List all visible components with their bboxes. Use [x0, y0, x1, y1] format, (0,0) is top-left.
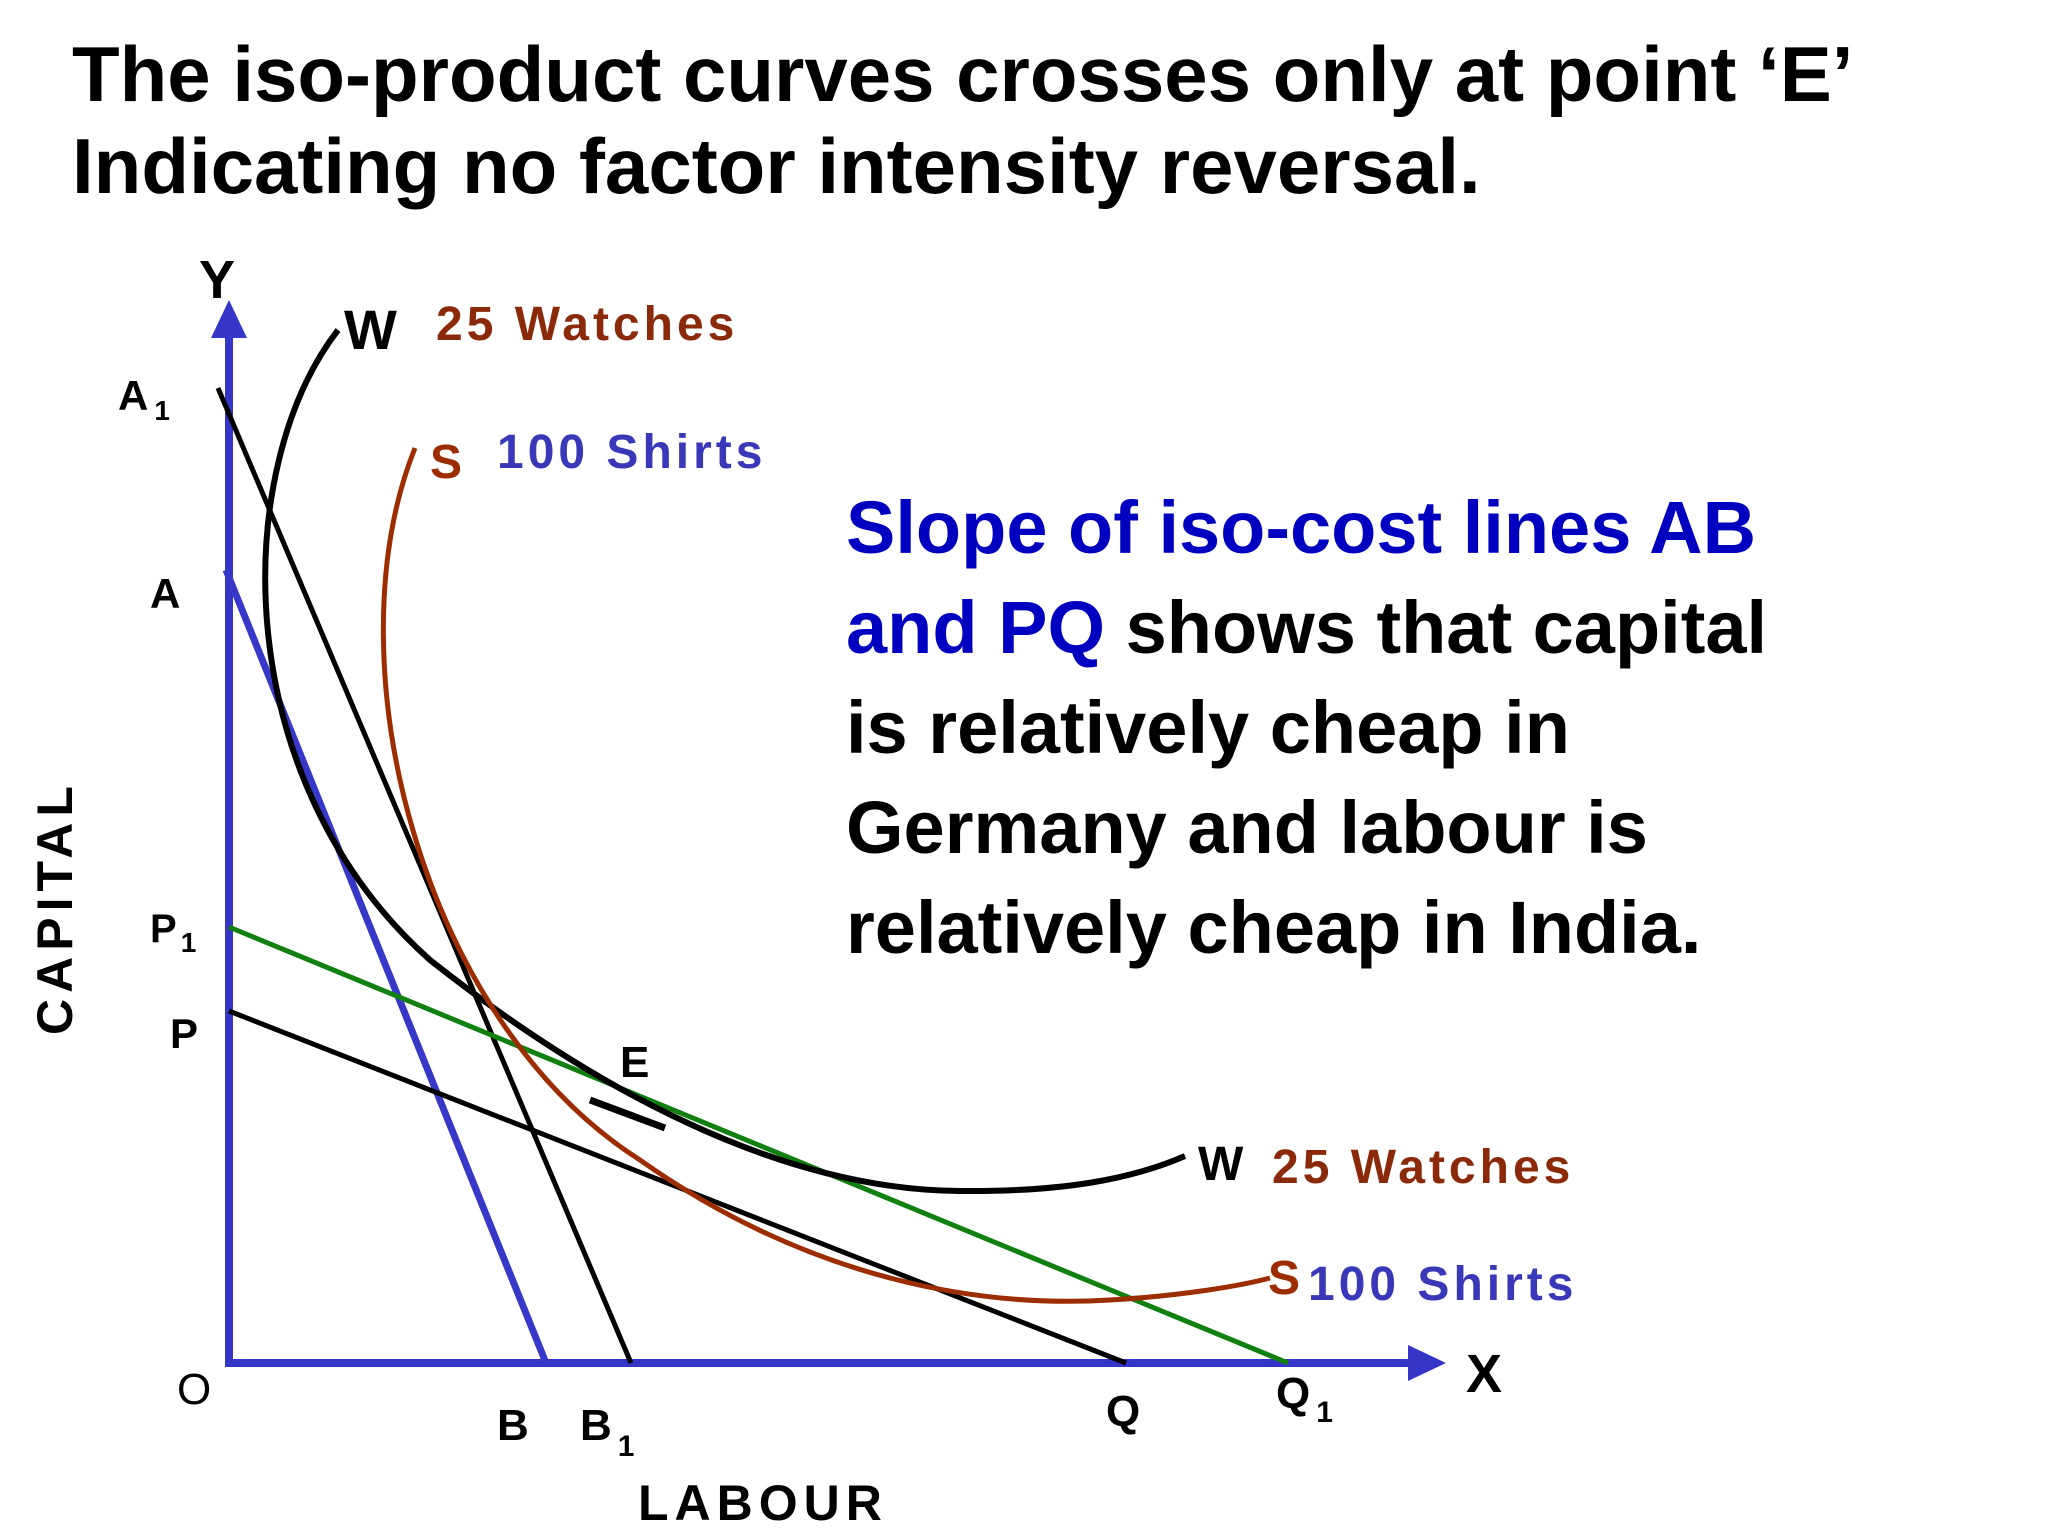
- x-axis-letter: X: [1466, 1344, 1502, 1404]
- shirts-curve-label-top: 100 Shirts: [497, 426, 766, 479]
- point-p-label: P: [170, 1010, 198, 1057]
- title-line-2: Indicating no factor intensity reversal.: [72, 122, 1481, 210]
- point-q-label: Q: [1106, 1387, 1140, 1436]
- isocost-line-p1q1: [228, 924, 1289, 1366]
- origin-label: O: [177, 1365, 211, 1414]
- explanation-line-3: is relatively cheap in: [846, 686, 1570, 769]
- y-axis-letter: Y: [199, 250, 235, 310]
- tangent-mark-e: [588, 1096, 667, 1132]
- x-axis-title: LABOUR: [638, 1475, 888, 1531]
- explanation-line-5: relatively cheap in India.: [846, 886, 1702, 969]
- watches-curve-label-right: 25 Watches: [1272, 1141, 1574, 1194]
- shirts-curve-letter-right: S: [1268, 1252, 1300, 1305]
- point-a-label: A: [150, 570, 180, 617]
- title-line-1: The iso-product curves crosses only at p…: [72, 30, 1854, 118]
- slide-title: The iso-product curves crosses only at p…: [72, 28, 1853, 212]
- watches-curve-letter-top: W: [344, 298, 397, 361]
- shirts-curve-letter-top: S: [430, 436, 462, 489]
- point-b-label: B: [497, 1401, 529, 1450]
- x-axis-arrow: [1408, 1345, 1446, 1381]
- shirts-isoquant-curve: [380, 447, 1271, 1304]
- isocost-line-a1b1: [215, 387, 634, 1364]
- shirts-curve-label-right: 100 Shirts: [1308, 1258, 1577, 1311]
- explanation-highlight-1: Slope of iso-cost lines AB: [846, 486, 1757, 569]
- point-e-label: E: [620, 1038, 649, 1087]
- y-axis-arrow: [211, 300, 247, 338]
- watches-curve-label-top: 25 Watches: [436, 298, 738, 351]
- explanation-text: Slope of iso-cost lines AB and PQ shows …: [846, 478, 1767, 978]
- explanation-line-2-rest: shows that capital: [1105, 586, 1768, 669]
- y-axis-title: CAPITAL: [27, 780, 83, 1035]
- watches-isoquant-curve: [262, 328, 1187, 1195]
- explanation-line-4: Germany and labour is: [846, 786, 1648, 869]
- watches-curve-letter-right: W: [1198, 1138, 1244, 1191]
- axes: [211, 300, 1446, 1381]
- explanation-highlight-2: and PQ: [846, 586, 1106, 669]
